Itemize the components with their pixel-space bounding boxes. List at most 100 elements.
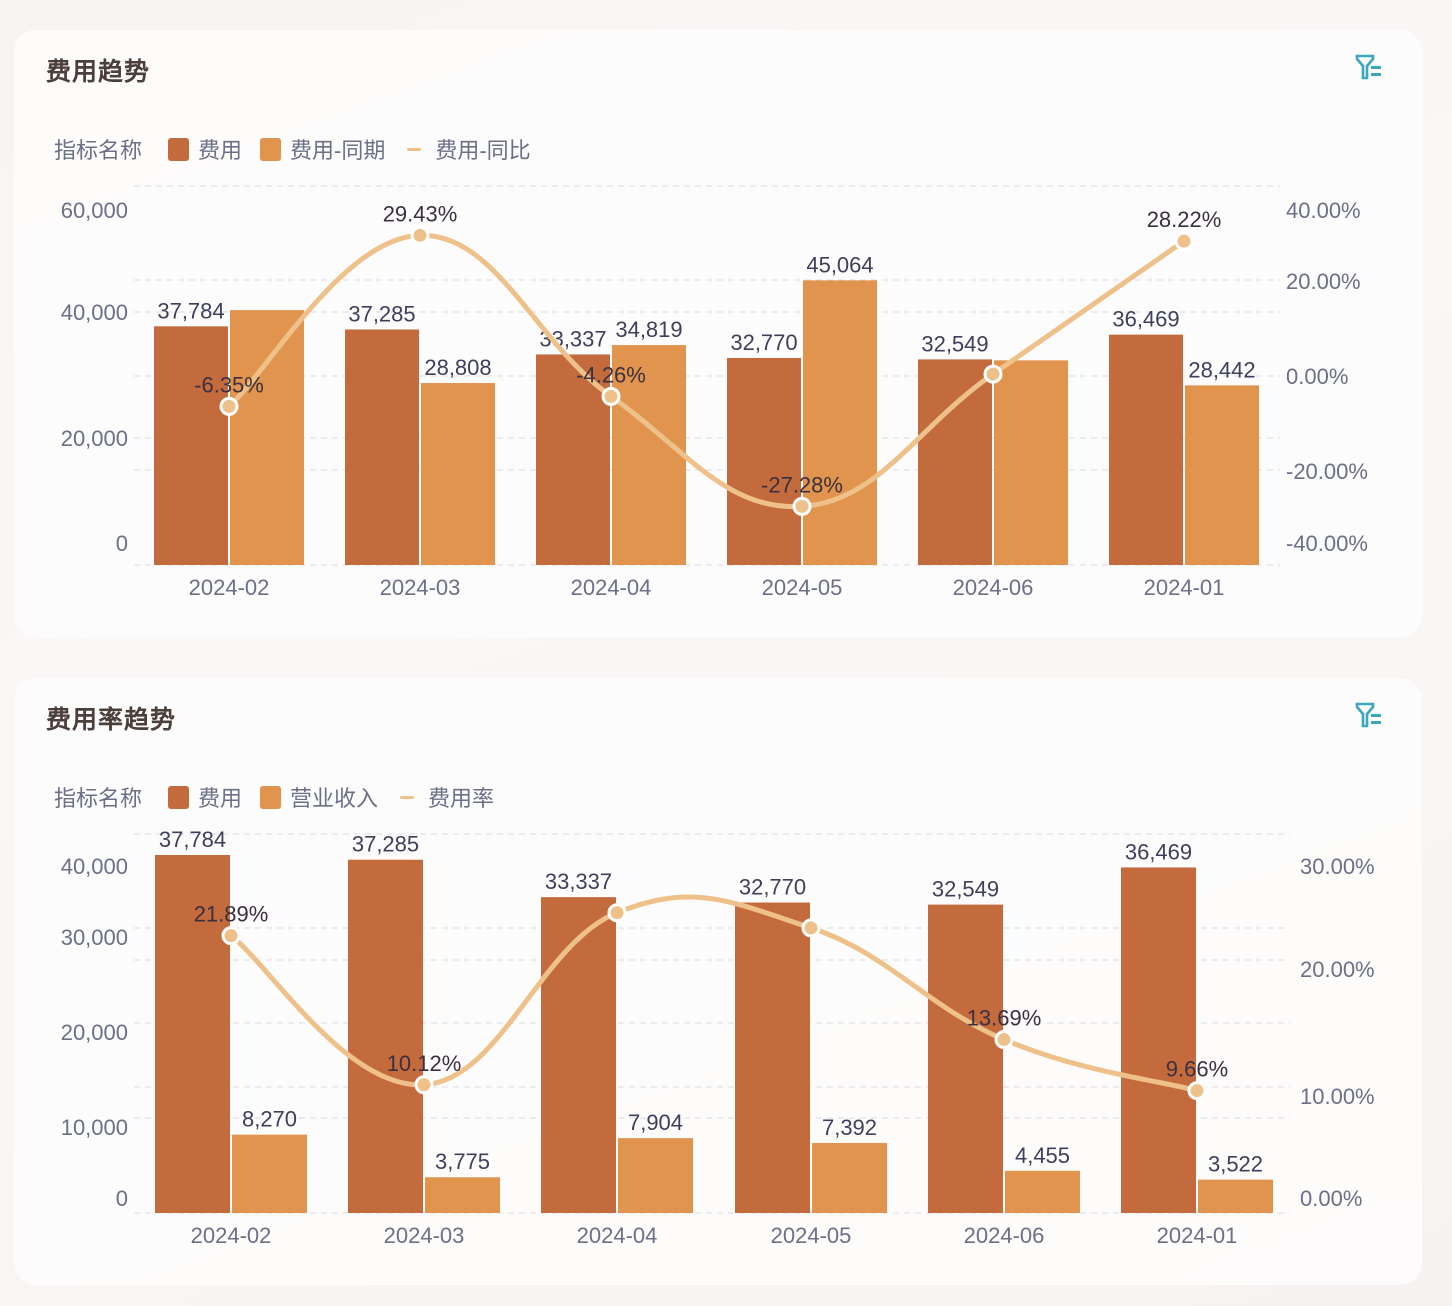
left-axis-tick: 40,000 (61, 300, 128, 325)
x-axis-label: 2024-02 (189, 575, 270, 600)
legend-label: 费用 (198, 786, 243, 811)
right-axis-tick: 10.00% (1300, 1084, 1375, 1109)
left-axis-tick: 0 (116, 531, 128, 556)
bar-value-label: 3,522 (1208, 1152, 1263, 1177)
legend-item-expense[interactable]: 费用 (168, 781, 242, 813)
bar-primary[interactable] (536, 354, 610, 565)
bar-value-label: 37,784 (159, 827, 226, 852)
x-axis-label: 2024-03 (380, 575, 461, 600)
bar-secondary[interactable] (1005, 1170, 1080, 1213)
x-axis-label: 2024-04 (571, 575, 652, 600)
filter-list-icon (1355, 702, 1381, 728)
line-point[interactable] (792, 496, 812, 516)
grid-lines (134, 833, 1290, 1214)
bar-secondary[interactable] (803, 280, 877, 565)
line-point[interactable] (221, 926, 241, 946)
bar-secondary[interactable] (618, 1138, 693, 1213)
right-axis-tick: 40.00% (1286, 198, 1361, 223)
bar-primary[interactable] (735, 902, 810, 1213)
trend-line (226, 232, 1187, 509)
bar-primary[interactable] (348, 859, 423, 1213)
bar-secondary[interactable] (994, 360, 1068, 565)
line-value-label: -6.35% (194, 372, 264, 397)
x-axis-label: 2024-03 (384, 1223, 465, 1248)
legend-item-expense[interactable]: 费用 (168, 133, 242, 165)
bar-value-label: 7,904 (628, 1110, 683, 1135)
line-value-label: 29.43% (383, 201, 458, 226)
bar-primary[interactable] (155, 854, 230, 1213)
left-axis-tick: 0 (116, 1186, 128, 1211)
card-title: 费用率趋势 (46, 706, 177, 734)
line-point[interactable] (983, 364, 1003, 384)
bar-primary[interactable] (928, 904, 1003, 1213)
x-axis-label: 2024-06 (953, 575, 1034, 600)
expense-rate-trend-card: 费用率趋势 指标名称 费用 营业收入 费用率 40,000 30,000 20,00… (14, 678, 1422, 1285)
legend-label: 营业收入 (290, 786, 379, 811)
bar-primary[interactable] (1109, 334, 1183, 565)
line-point[interactable] (1187, 1081, 1207, 1101)
line-value-label: -27.28% (761, 472, 843, 497)
bar-value-label: 3,775 (435, 1149, 490, 1174)
bar-value-label: 28,442 (1188, 357, 1255, 382)
bar-value-label: 7,392 (822, 1115, 877, 1140)
bar-primary[interactable] (345, 329, 419, 565)
legend-swatch (260, 785, 282, 809)
line-point[interactable] (994, 1030, 1014, 1050)
line-point[interactable] (219, 396, 239, 416)
bars: 37,784 8,270 37,285 3,775 33,337 7,904 32,770 7… (155, 827, 1273, 1213)
filter-button[interactable] (1354, 52, 1384, 82)
bar-value-label: 45,064 (806, 252, 873, 277)
bar-primary[interactable] (541, 897, 616, 1213)
filter-button[interactable] (1354, 700, 1384, 730)
x-axis-label: 2024-05 (762, 575, 843, 600)
bar-value-label: 28,808 (424, 355, 491, 380)
x-axis-label: 2024-01 (1144, 575, 1225, 600)
line-value-label: 28.22% (1147, 207, 1222, 232)
bar-secondary[interactable] (1198, 1179, 1273, 1213)
bar-secondary[interactable] (612, 345, 686, 565)
line-point[interactable] (410, 225, 430, 245)
bar-secondary[interactable] (421, 383, 495, 565)
bar-value-label: 37,285 (352, 832, 419, 857)
expense-rate-plot: 40,000 30,000 20,000 10,000 0 30.00% 20.00% 10.… (61, 827, 1375, 1248)
right-axis-tick: -20.00% (1286, 459, 1368, 484)
legend-line-marker (400, 795, 415, 799)
right-axis-tick: 20.00% (1286, 269, 1361, 294)
left-axis-tick: 20,000 (61, 1020, 128, 1045)
legend-line-marker (407, 147, 422, 151)
legend-item-expense-yoy[interactable]: 费用-同比 (403, 133, 531, 165)
x-axis-label: 2024-06 (964, 1223, 1045, 1248)
left-axis: 60,000 40,000 20,000 0 (61, 198, 128, 556)
bar-primary[interactable] (918, 359, 992, 565)
bar-secondary[interactable] (812, 1142, 887, 1213)
bar-value-label: 37,285 (348, 301, 415, 326)
line-point[interactable] (414, 1075, 434, 1095)
bar-primary[interactable] (727, 358, 801, 565)
bar-secondary[interactable] (232, 1134, 307, 1213)
x-axis-label: 2024-02 (191, 1223, 272, 1248)
legend-label: 费用 (198, 138, 243, 163)
bar-primary[interactable] (1121, 867, 1196, 1213)
line-point[interactable] (601, 386, 621, 406)
right-axis: 40.00% 20.00% 0.00% -20.00% -40.00% (1286, 198, 1368, 556)
line-point[interactable] (801, 918, 821, 938)
left-axis-tick: 30,000 (61, 925, 128, 950)
bar-primary[interactable] (154, 326, 228, 565)
line-point[interactable] (607, 903, 627, 923)
legend-label: 费用-同比 (435, 138, 531, 163)
right-axis-tick: 0.00% (1300, 1186, 1362, 1211)
legend-label: 费用率 (428, 786, 495, 811)
legend-item-expense-prior[interactable]: 费用-同期 (260, 133, 385, 165)
bar-secondary[interactable] (425, 1177, 500, 1213)
bar-value-label: 36,469 (1125, 839, 1192, 864)
right-axis-tick: 30.00% (1300, 854, 1375, 879)
left-axis-tick: 60,000 (61, 198, 128, 223)
line-point[interactable] (1174, 231, 1194, 251)
expense-trend-plot: 60,000 40,000 20,000 0 40.00% 20.00% 0.00% -20.… (61, 185, 1368, 600)
legend-item-revenue[interactable]: 营业收入 (260, 781, 378, 813)
chart-legend: 指标名称 费用 费用-同期 费用-同比 (54, 134, 549, 164)
legend-item-expense-rate[interactable]: 费用率 (396, 781, 494, 813)
bar-secondary[interactable] (230, 310, 304, 565)
bar-secondary[interactable] (1185, 385, 1259, 565)
